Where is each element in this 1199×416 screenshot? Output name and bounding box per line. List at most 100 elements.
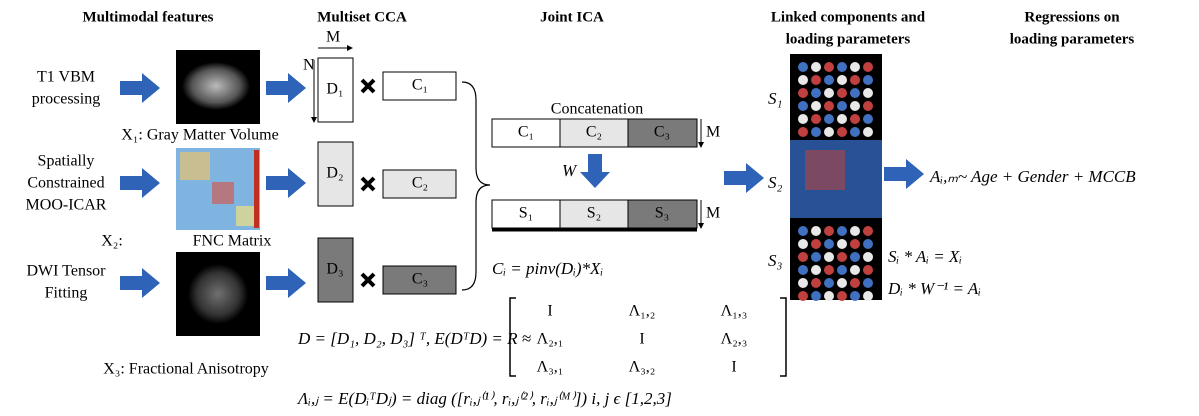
brain-slice bbox=[798, 226, 808, 236]
input-label: Spatially bbox=[38, 153, 95, 170]
brain-slice bbox=[850, 252, 860, 262]
brain-slice bbox=[863, 226, 873, 236]
brace bbox=[462, 82, 490, 290]
multiply bbox=[362, 80, 374, 92]
fnc-block bbox=[212, 182, 234, 204]
brain-slice bbox=[811, 101, 821, 111]
fnc-colorbar bbox=[254, 150, 259, 228]
brain-slice bbox=[811, 127, 821, 137]
brain-slice bbox=[811, 252, 821, 262]
brain-slice bbox=[863, 252, 873, 262]
matrix-entry: I bbox=[547, 303, 552, 320]
s-label: S₂ bbox=[768, 173, 783, 192]
brain-slice bbox=[824, 114, 834, 124]
brain-slice bbox=[863, 239, 873, 249]
relation: Dᵢ * W⁻¹ = Aᵢ bbox=[887, 279, 981, 298]
m-label: M bbox=[706, 124, 720, 141]
input-label: DWI Tensor bbox=[26, 263, 106, 280]
brain-slice bbox=[837, 265, 847, 275]
input-label: processing bbox=[32, 91, 100, 108]
brain-slice bbox=[863, 127, 873, 137]
s2-block bbox=[805, 150, 845, 190]
brain-slice bbox=[850, 239, 860, 249]
header: loading parameters bbox=[1010, 31, 1135, 47]
m-label: M bbox=[326, 29, 340, 46]
arrow bbox=[266, 73, 306, 103]
brain-slice bbox=[837, 62, 847, 72]
caption: X₁: Gray Matter Volume bbox=[121, 127, 278, 144]
brain-slice bbox=[863, 88, 873, 98]
brain-slice bbox=[811, 265, 821, 275]
input-label: MOO-ICAR bbox=[26, 197, 107, 214]
header: Linked components and bbox=[771, 9, 926, 25]
arrow bbox=[266, 268, 306, 298]
d-label: D₂ bbox=[326, 165, 343, 182]
brain-slice bbox=[798, 239, 808, 249]
brain-slice bbox=[850, 75, 860, 85]
matrix-entry: I bbox=[731, 359, 736, 376]
arrow bbox=[120, 168, 160, 198]
brain-slice bbox=[824, 252, 834, 262]
brain-slice bbox=[798, 114, 808, 124]
arrow bbox=[724, 163, 764, 193]
brain-slice bbox=[798, 127, 808, 137]
brain-slice bbox=[824, 62, 834, 72]
brain-slice bbox=[837, 101, 847, 111]
brain-slice bbox=[824, 127, 834, 137]
brain-slice bbox=[811, 75, 821, 85]
brain-slice bbox=[811, 278, 821, 288]
matrix-entry: Λ₂,₃ bbox=[721, 331, 748, 348]
arrow bbox=[884, 159, 924, 189]
brain-slice bbox=[850, 127, 860, 137]
w-label: W bbox=[562, 161, 578, 180]
brain-slice bbox=[837, 252, 847, 262]
brain-slice bbox=[824, 226, 834, 236]
arrow bbox=[120, 268, 160, 298]
input-label: Constrained bbox=[27, 175, 104, 192]
matrix-entry: Λ₁,₃ bbox=[721, 303, 748, 320]
header: Joint ICA bbox=[540, 9, 604, 25]
matrix-entry: Λ₁,₂ bbox=[629, 303, 656, 320]
brain-slice bbox=[811, 88, 821, 98]
formula: Cᵢ = pinv(Dᵢ)*Xᵢ bbox=[492, 259, 603, 278]
brain-slice bbox=[837, 239, 847, 249]
concat-label: Concatenation bbox=[551, 101, 643, 118]
brain-slice bbox=[863, 278, 873, 288]
brain-slice bbox=[850, 226, 860, 236]
c-label: C₂ bbox=[412, 175, 428, 192]
input-label: Fitting bbox=[45, 285, 88, 302]
brain-slice bbox=[850, 62, 860, 72]
fnc-block bbox=[180, 152, 210, 180]
brain-slice bbox=[863, 265, 873, 275]
brain-slice bbox=[798, 265, 808, 275]
brain-slice bbox=[837, 127, 847, 137]
header: Multimodal features bbox=[83, 9, 214, 25]
brain-slice bbox=[850, 291, 860, 301]
gm-brain bbox=[182, 62, 250, 110]
brain-slice bbox=[798, 101, 808, 111]
brain-slice bbox=[824, 278, 834, 288]
brain-slice bbox=[824, 101, 834, 111]
brain-slice bbox=[863, 101, 873, 111]
s-label: S₂ bbox=[587, 205, 601, 222]
brain-slice bbox=[863, 291, 873, 301]
brain-slice bbox=[798, 278, 808, 288]
brain-slice bbox=[850, 88, 860, 98]
brain-slice bbox=[863, 75, 873, 85]
c-label: C₁ bbox=[518, 124, 534, 141]
header: Multiset CCA bbox=[317, 9, 407, 25]
caption: X₂: bbox=[101, 233, 123, 250]
s-label: S₃ bbox=[655, 205, 669, 222]
brain-slice bbox=[798, 62, 808, 72]
brain-slice bbox=[837, 278, 847, 288]
formula: Λᵢ,ⱼ = E(DᵢᵀDⱼ) = diag ([rᵢ,ⱼ⁽¹⁾, rᵢ,ⱼ⁽²… bbox=[296, 389, 672, 408]
brain-slice bbox=[798, 75, 808, 85]
fa-brain bbox=[188, 264, 248, 324]
brain-slice bbox=[811, 239, 821, 249]
c-label: C₃ bbox=[412, 271, 428, 288]
matrix-entry: Λ₂,₁ bbox=[537, 331, 564, 348]
arrow bbox=[580, 154, 610, 188]
brain-slice bbox=[850, 265, 860, 275]
s-label: S₁ bbox=[519, 205, 533, 222]
